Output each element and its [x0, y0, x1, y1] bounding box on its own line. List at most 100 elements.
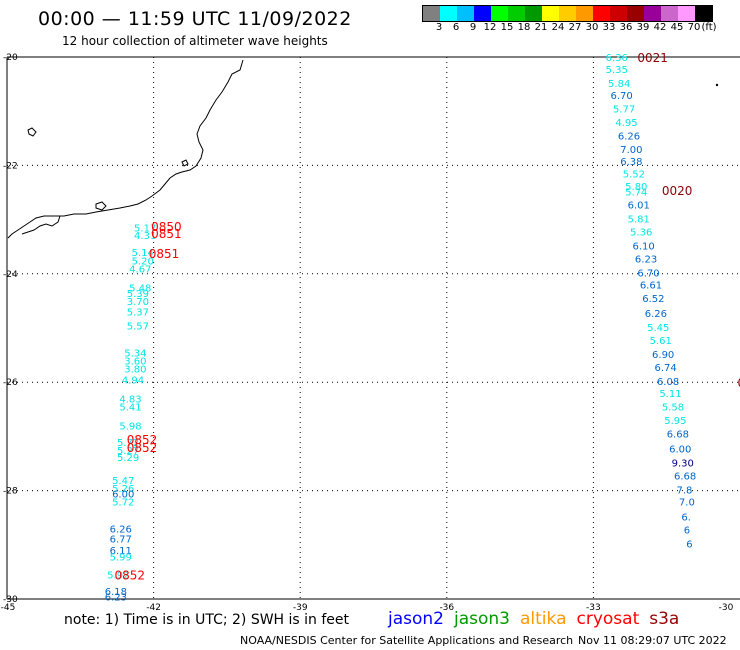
wave-height-label: 5.98: [119, 422, 141, 433]
wave-height-label: 5.36: [630, 228, 652, 239]
colorbar-label: 24: [551, 22, 565, 33]
colorbar-label: 70: [687, 22, 701, 33]
lon-label: -36: [439, 603, 454, 613]
satellite-jason2: jason2: [388, 609, 444, 629]
pass-time-label: 0020: [662, 184, 693, 198]
map-title: 00:00 — 11:59 UTC 11/09/2022: [38, 8, 352, 30]
wave-height-label: 3.70: [127, 297, 149, 308]
colorbar-swatch: [644, 6, 661, 21]
map-subtitle: 12 hour collection of altimeter wave hei…: [62, 34, 328, 48]
lat-label: -28: [3, 487, 18, 497]
wave-height-label: 6.77: [110, 534, 132, 545]
wave-height-label: 5.20: [132, 256, 154, 267]
wave-height-label: 6.38: [620, 157, 642, 168]
colorbar-swatch: [627, 6, 644, 21]
wave-height-label: 6.00: [669, 444, 691, 455]
colorbar-swatch: [542, 6, 559, 21]
wave-height-label: 5.92: [107, 571, 129, 582]
wave-height-label: 5.48: [129, 283, 151, 294]
wave-height-label: 5.14: [132, 248, 154, 259]
wave-height-label: 3.60: [124, 357, 146, 368]
wave-height-label: 5.26: [112, 484, 134, 495]
wave-height-label: 6: [686, 540, 692, 551]
lat-label: -20: [3, 53, 18, 63]
lon-label: -42: [146, 603, 161, 613]
wave-height-label: 6.01: [628, 200, 650, 211]
wave-height-label: 6.68: [667, 430, 689, 441]
wave-height-label: 5.52: [623, 170, 645, 181]
map-frame: [6, 56, 740, 600]
island-sebastiao: [181, 159, 189, 167]
wave-height-label: 6.26: [110, 525, 132, 536]
wave-height-label: 7.00: [620, 145, 642, 156]
colorbar-swatch: [661, 6, 678, 21]
satellite-s3a: s3a: [649, 609, 680, 629]
colorbar-swatch: [474, 6, 491, 21]
colorbar-label: 39: [636, 22, 650, 33]
lon-label: -45: [1, 603, 16, 613]
colorbar-swatch: [440, 6, 457, 21]
coastline-path: [7, 59, 244, 239]
colorbar-swatch: [457, 6, 474, 21]
colorbar-label: 27: [568, 22, 582, 33]
wave-height-label: 6.90: [652, 350, 674, 361]
colorbar-label: (ft): [701, 22, 717, 33]
wave-height-label: 4.67: [129, 264, 151, 275]
wave-height-label: 6.: [681, 513, 691, 524]
lat-lon-grid: [7, 57, 740, 599]
wave-height-label: 5.58: [662, 403, 684, 414]
lon-label: -30: [719, 603, 734, 613]
lon-label: -33: [586, 603, 601, 613]
wave-height-label: 6.26: [645, 309, 667, 320]
wave-height-label: 6.36: [606, 53, 628, 64]
wave-height-label: 6.70: [637, 269, 659, 280]
wave-height-label: 5.39: [127, 289, 149, 300]
colorbar-label: 36: [619, 22, 633, 33]
wave-height-label: 5.29: [117, 453, 139, 464]
island-small: [27, 127, 37, 137]
colorbar-label: 18: [517, 22, 531, 33]
altimeter-track-west: 5.174.31 5.145.204.67 5.485.393.705.37 5.57…: [105, 220, 182, 603]
pass-time-label: 0852: [127, 433, 158, 447]
wave-height-label: 5.17: [134, 224, 156, 235]
lat-label: -24: [3, 270, 18, 280]
wave-height-label: 6.61: [640, 281, 662, 292]
wave-height-label: 5.61: [650, 336, 672, 347]
wave-height-label: 6.00: [112, 489, 134, 500]
colorbar-label: 21: [534, 22, 548, 33]
wave-height-label: 9.30: [672, 458, 694, 469]
colorbar-label: 33: [602, 22, 616, 33]
lat-label: -26: [3, 378, 18, 388]
wave-height-label: 5.84: [608, 79, 630, 90]
wave-height-label: 5.99: [110, 553, 132, 564]
colorbar-swatch: [610, 6, 627, 21]
altimeter-track-east: 6.365.355.846.705.774.956.267.006.385.52…: [606, 51, 740, 551]
colorbar-label: 12: [483, 22, 497, 33]
colorbar-swatch: [423, 6, 440, 21]
pass-time-label: 0: [738, 376, 740, 390]
wave-height-label: 6: [684, 526, 690, 537]
wave-height-label: 5.37: [127, 308, 149, 319]
wave-height-label: 6.70: [611, 91, 633, 102]
colorbar-swatch: [678, 6, 695, 21]
pass-time-label: 0852: [115, 569, 146, 583]
colorbar-label: 15: [500, 22, 514, 33]
wave-height-label: 6.26: [618, 132, 640, 143]
colorbar-label: 42: [653, 22, 667, 33]
satellite-altika: altika: [520, 609, 567, 629]
colorbar-swatch: [508, 6, 525, 21]
wave-height-label: 5.27: [117, 446, 139, 457]
pass-time-label: 0850: [151, 220, 182, 234]
wave-height-label: 6.18: [105, 587, 127, 598]
wave-height-label: 6.23: [635, 255, 657, 266]
wave-height-label: 5.72: [117, 438, 139, 449]
pass-time-label: 0851: [149, 247, 180, 261]
wave-height-label: 5.11: [659, 389, 681, 400]
wave-height-label: 7.0: [679, 497, 695, 508]
colorbar-label: 30: [585, 22, 599, 33]
colorbar-swatch: [593, 6, 610, 21]
wave-height-label: 6.68: [674, 471, 696, 482]
colorbar-labels: 3 6 9 12 15 18 21 24 27 30 33 36 39 42 45 70 (ft): [422, 22, 740, 36]
colorbar-swatch: [559, 6, 576, 21]
